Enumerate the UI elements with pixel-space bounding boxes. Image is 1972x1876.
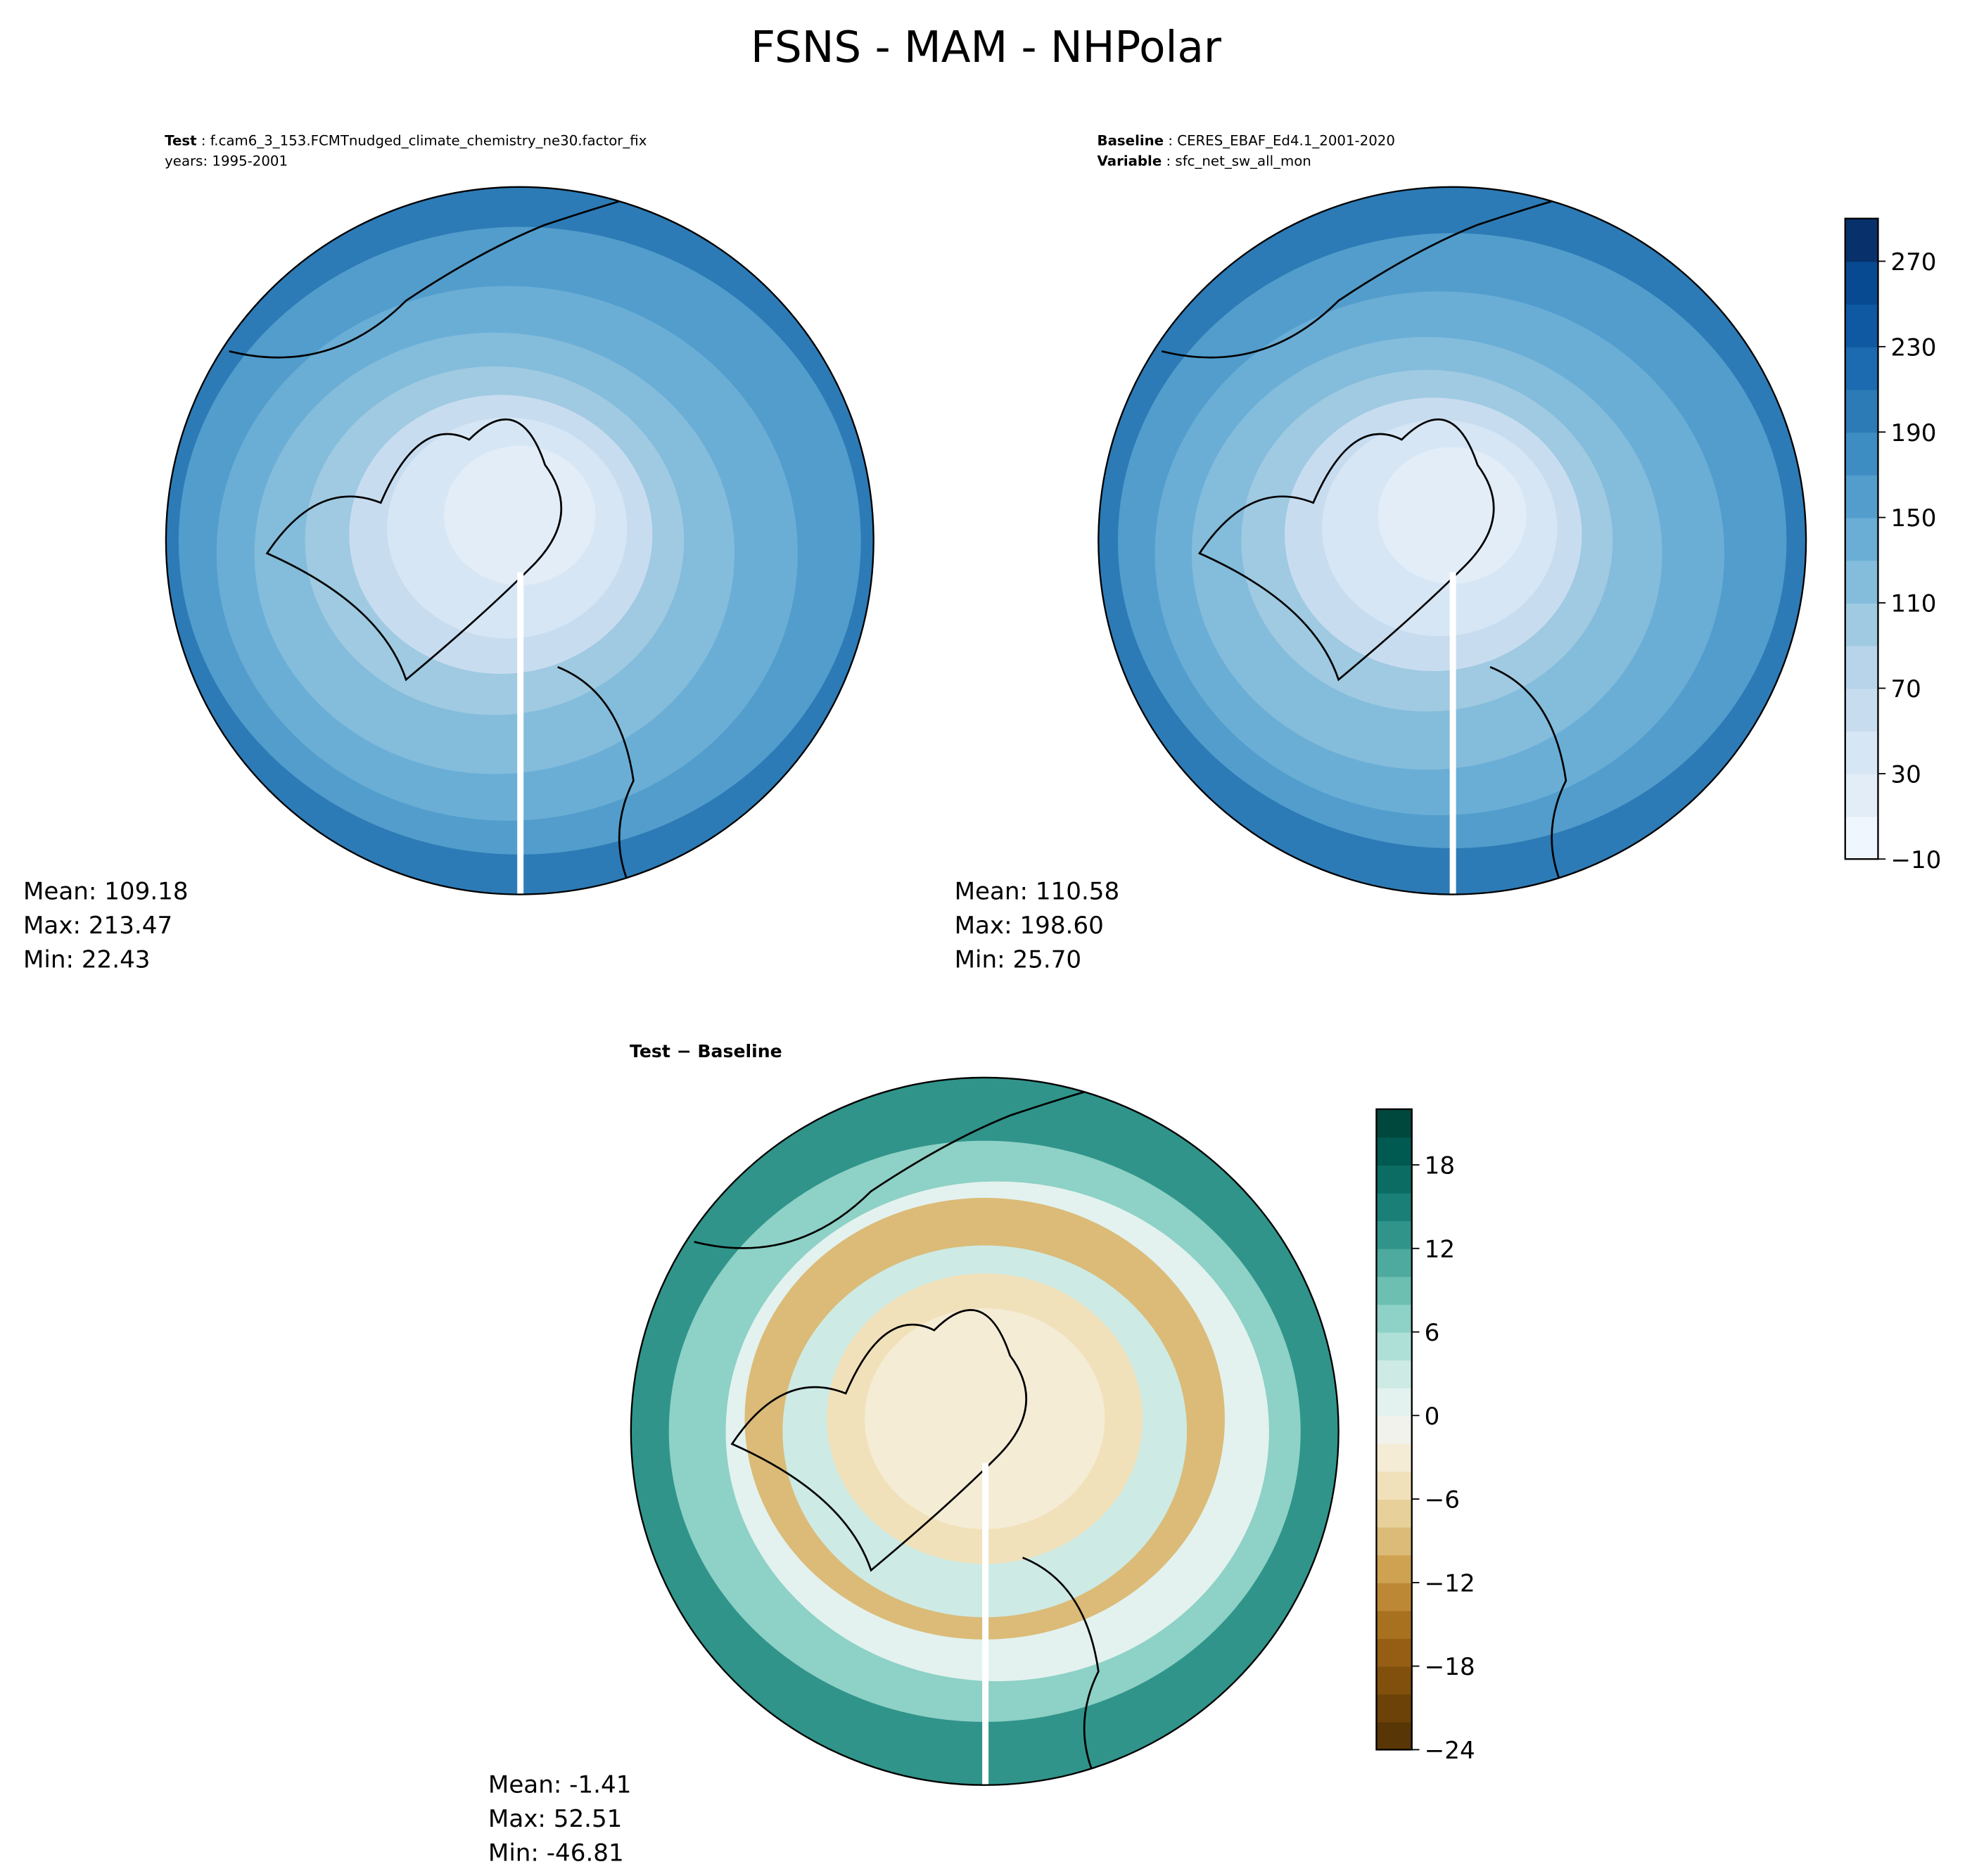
- colorbar-level: [1845, 346, 1878, 390]
- coastline-siberia: [229, 186, 874, 359]
- colorbar-level: [1376, 1109, 1412, 1138]
- colorbar-level: [1376, 1694, 1412, 1723]
- colorbar-level: [1845, 218, 1878, 262]
- colorbar-tick-label: 70: [1890, 675, 1921, 703]
- colorbar-level: [1376, 1192, 1412, 1222]
- map-boundary: [165, 186, 874, 895]
- missing-data-seam: [982, 1462, 989, 1785]
- diff-stats: Mean: -1.41 Max: 52.51 Min: -46.81: [488, 1770, 632, 1867]
- test-min: Min: 22.43: [23, 946, 151, 974]
- baseline-stats: Mean: 110.58 Max: 198.60 Min: 25.70: [955, 878, 1120, 974]
- colorbar-level: [1376, 1666, 1412, 1695]
- coastline-siberia: [1161, 186, 1807, 359]
- missing-data-seam: [1449, 572, 1456, 895]
- colorbar-level: [1376, 1555, 1412, 1583]
- colorbar-frame: [1844, 217, 1879, 860]
- colorbar-level: [1376, 1526, 1412, 1556]
- baseline-label: Baseline : CERES_EBAF_Ed4.1_2001-2020: [1098, 133, 1395, 149]
- colorbar-tick-label: 0: [1425, 1403, 1440, 1431]
- figure-title: FSNS - MAM - NHPolar: [751, 23, 1222, 72]
- colorbar-tick-label: −18: [1425, 1653, 1475, 1681]
- colorbar-level: [1376, 1332, 1412, 1361]
- test-stats: Mean: 109.18 Max: 213.47 Min: 22.43: [23, 878, 189, 974]
- colorbar-difference: 18 12 6 0 −6 −12 −18 −24: [1375, 1108, 1475, 1765]
- diff-label: Test − Baseline: [630, 1041, 782, 1061]
- colorbar-level: [1376, 1360, 1412, 1389]
- colorbar-level: [1845, 773, 1878, 817]
- baseline-max: Max: 198.60: [955, 912, 1104, 940]
- colorbar-level: [1845, 261, 1878, 305]
- colorbar-tick-label: 190: [1890, 419, 1936, 447]
- colorbar-level: [1376, 1582, 1412, 1612]
- colorbar-level: [1376, 1276, 1412, 1305]
- test-map: [165, 186, 874, 895]
- colorbar-tick-label: 18: [1425, 1152, 1455, 1180]
- contour-band: [444, 445, 596, 585]
- colorbar-level: [1376, 1303, 1412, 1333]
- colorbar-tick-label: −10: [1890, 846, 1941, 874]
- contour-band: [1378, 447, 1527, 584]
- test-years: years: 1995-2001: [165, 153, 288, 169]
- colorbar-tick-label: −12: [1425, 1569, 1475, 1597]
- coastline-greenland-canada: [730, 1309, 1028, 1572]
- colorbar-level: [1376, 1638, 1412, 1667]
- colorbar-level: [1376, 1471, 1412, 1500]
- map-boundary: [630, 1076, 1340, 1786]
- colorbar-tick-label: 150: [1890, 504, 1936, 532]
- colorbar-level: [1845, 517, 1878, 561]
- test-max: Max: 213.47: [23, 912, 172, 940]
- colorbar-tick-label: 30: [1890, 760, 1921, 789]
- colorbar-tick-label: 270: [1890, 248, 1936, 276]
- colorbar-level: [1845, 389, 1878, 433]
- missing-data-seam: [517, 572, 524, 895]
- map-boundary: [1098, 186, 1807, 895]
- colorbar-frame: [1375, 1108, 1413, 1751]
- colorbar-level: [1845, 688, 1878, 732]
- colorbar-level: [1845, 645, 1878, 689]
- baseline-map: [1098, 186, 1807, 895]
- diff-max: Max: 52.51: [488, 1805, 623, 1833]
- colorbar-level: [1845, 731, 1878, 774]
- colorbar-level: [1845, 603, 1878, 646]
- colorbar-level: [1376, 1248, 1412, 1277]
- colorbar-level: [1376, 1387, 1412, 1417]
- colorbar-level: [1845, 560, 1878, 604]
- test-mean: Mean: 109.18: [23, 878, 189, 906]
- variable-label: Variable : sfc_net_sw_all_mon: [1098, 153, 1311, 169]
- colorbar-level: [1376, 1721, 1412, 1751]
- colorbar-tick-label: −6: [1425, 1486, 1460, 1514]
- colorbar-values: 270 230 190 150 110 70 30 −10: [1844, 217, 1941, 874]
- colorbar-level: [1376, 1415, 1412, 1444]
- contour-band: [865, 1308, 1105, 1529]
- diff-min: Min: -46.81: [488, 1839, 624, 1867]
- coastline-greenland-canada: [265, 419, 563, 682]
- colorbar-level: [1376, 1610, 1412, 1639]
- colorbar-level: [1845, 304, 1878, 347]
- diff-map: [630, 1076, 1340, 1786]
- test-label: Test : f.cam6_3_153.FCMTnudged_climate_c…: [165, 133, 647, 149]
- diff-mean: Mean: -1.41: [488, 1770, 632, 1799]
- colorbar-tick-label: 110: [1890, 590, 1936, 618]
- colorbar-level: [1845, 816, 1878, 860]
- colorbar-level: [1376, 1165, 1412, 1194]
- colorbar-level: [1845, 432, 1878, 476]
- colorbar-tick-label: 12: [1425, 1235, 1455, 1263]
- colorbar-level: [1376, 1443, 1412, 1472]
- colorbar-tick-label: 230: [1890, 333, 1936, 362]
- coastline-siberia: [694, 1077, 1339, 1249]
- coastline-greenland-canada: [1198, 419, 1495, 682]
- colorbar-level: [1376, 1220, 1412, 1249]
- colorbar-tick-label: −24: [1425, 1737, 1475, 1765]
- colorbar-level: [1376, 1137, 1412, 1166]
- baseline-mean: Mean: 110.58: [955, 878, 1120, 906]
- baseline-min: Min: 25.70: [955, 946, 1082, 974]
- colorbar-level: [1376, 1499, 1412, 1528]
- colorbar-tick-label: 6: [1425, 1319, 1440, 1347]
- colorbar-level: [1845, 474, 1878, 518]
